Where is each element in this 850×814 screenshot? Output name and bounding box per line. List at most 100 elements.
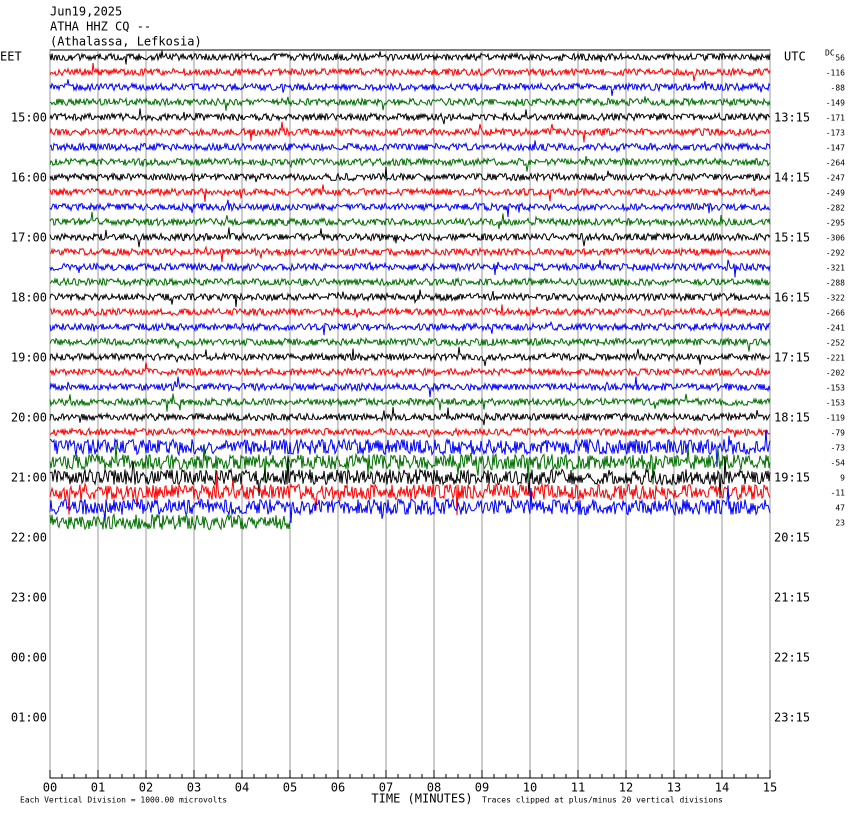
dc-offset-label: -153 [826, 399, 845, 408]
dc-offset-label: -249 [826, 189, 845, 198]
trace [49, 96, 771, 111]
right-time-label: 21:15 [774, 591, 810, 605]
dc-offset-label: -288 [826, 279, 845, 288]
trace [49, 62, 771, 82]
dc-offset-label: 56 [835, 54, 845, 63]
trace [49, 140, 771, 154]
trace [49, 184, 771, 202]
trace [49, 199, 771, 217]
note-left: Each Vertical Division = 1000.00 microvo… [20, 796, 227, 805]
right-time-label: 20:15 [774, 531, 810, 545]
dc-offset-label: -266 [826, 309, 845, 318]
trace [49, 407, 771, 426]
trace [49, 320, 771, 336]
right-time-label: 14:15 [774, 171, 810, 185]
dc-offset-label: -264 [826, 159, 845, 168]
x-tick-label: 09 [475, 781, 489, 795]
trace [49, 166, 771, 183]
left-time-label: 16:00 [11, 171, 47, 185]
x-tick-label: 11 [571, 781, 585, 795]
dc-offset-label: -221 [826, 354, 845, 363]
dc-offset-label: -202 [826, 369, 845, 378]
dc-offset-label: -322 [826, 294, 845, 303]
x-tick-label: 02 [139, 781, 153, 795]
trace [49, 336, 771, 352]
trace [49, 362, 771, 378]
location: (Athalassa, Lefkosia) [50, 35, 202, 49]
trace [49, 442, 771, 485]
x-tick-label: 00 [43, 781, 57, 795]
x-tick-label: 08 [427, 781, 441, 795]
right-time-label: 17:15 [774, 351, 810, 365]
dc-offset-label: -116 [826, 69, 845, 78]
trace [49, 227, 771, 248]
right-time-label: 13:15 [774, 111, 810, 125]
note-right: Traces clipped at plus/minus 20 vertical… [482, 796, 723, 805]
dc-offset-label: -54 [831, 459, 846, 468]
x-tick-label: 01 [91, 781, 105, 795]
trace [49, 425, 771, 438]
x-tick-label: 03 [187, 781, 201, 795]
left-time-label: 19:00 [11, 351, 47, 365]
x-axis-title: TIME (MINUTES) [371, 792, 472, 806]
dc-offset-label: -282 [826, 204, 845, 213]
x-tick-label: 04 [235, 781, 249, 795]
x-tick-label: 05 [283, 781, 297, 795]
dc-offset-label: -295 [826, 219, 845, 228]
trace [49, 121, 771, 143]
dc-offset-label: -306 [826, 234, 845, 243]
left-time-label: 22:00 [11, 531, 47, 545]
trace [49, 376, 771, 398]
right-axis-title: UTC [784, 50, 806, 64]
dc-title: DC [825, 49, 835, 58]
station: ATHA HHZ CQ -- [50, 20, 151, 34]
x-tick-label: 13 [667, 781, 681, 795]
trace [49, 289, 771, 308]
dc-offset-label: -173 [826, 129, 845, 138]
trace [49, 470, 771, 516]
left-time-label: 01:00 [11, 711, 47, 725]
trace [49, 79, 771, 96]
right-time-label: 22:15 [774, 651, 810, 665]
trace [49, 393, 771, 412]
trace [49, 211, 771, 230]
x-tick-label: 06 [331, 781, 345, 795]
right-time-label: 18:15 [774, 411, 810, 425]
x-tick-label: 07 [379, 781, 393, 795]
right-time-label: 23:15 [774, 711, 810, 725]
trace [49, 429, 771, 468]
x-tick-label: 10 [523, 781, 537, 795]
title: Jun19,2025 [50, 5, 122, 19]
dc-offset-label: -147 [826, 144, 845, 153]
trace [49, 346, 771, 367]
dc-offset-label: -73 [831, 444, 846, 453]
dc-offset-label: -252 [826, 339, 845, 348]
x-tick-label: 12 [619, 781, 633, 795]
dc-offset-label: -79 [831, 429, 846, 438]
dc-offset-label: -247 [826, 174, 845, 183]
left-time-label: 21:00 [11, 471, 47, 485]
trace [49, 108, 771, 125]
trace [49, 456, 771, 499]
left-time-label: 15:00 [11, 111, 47, 125]
right-time-label: 19:15 [774, 471, 810, 485]
dc-offset-label: 47 [835, 504, 845, 513]
dc-offset-label: 9 [840, 474, 845, 483]
dc-offset-label: -321 [826, 264, 845, 273]
dc-offset-label: -88 [831, 84, 846, 93]
left-time-label: 18:00 [11, 291, 47, 305]
trace [49, 512, 291, 531]
trace [49, 485, 771, 524]
trace [49, 304, 771, 318]
x-tick-label: 14 [715, 781, 729, 795]
trace [49, 50, 771, 65]
left-time-label: 00:00 [11, 651, 47, 665]
dc-offset-label: -149 [826, 99, 845, 108]
trace [49, 276, 771, 288]
dc-offset-label: -119 [826, 414, 845, 423]
left-time-label: 17:00 [11, 231, 47, 245]
right-time-label: 15:15 [774, 231, 810, 245]
dc-offset-label: -11 [831, 489, 846, 498]
trace [49, 156, 771, 172]
